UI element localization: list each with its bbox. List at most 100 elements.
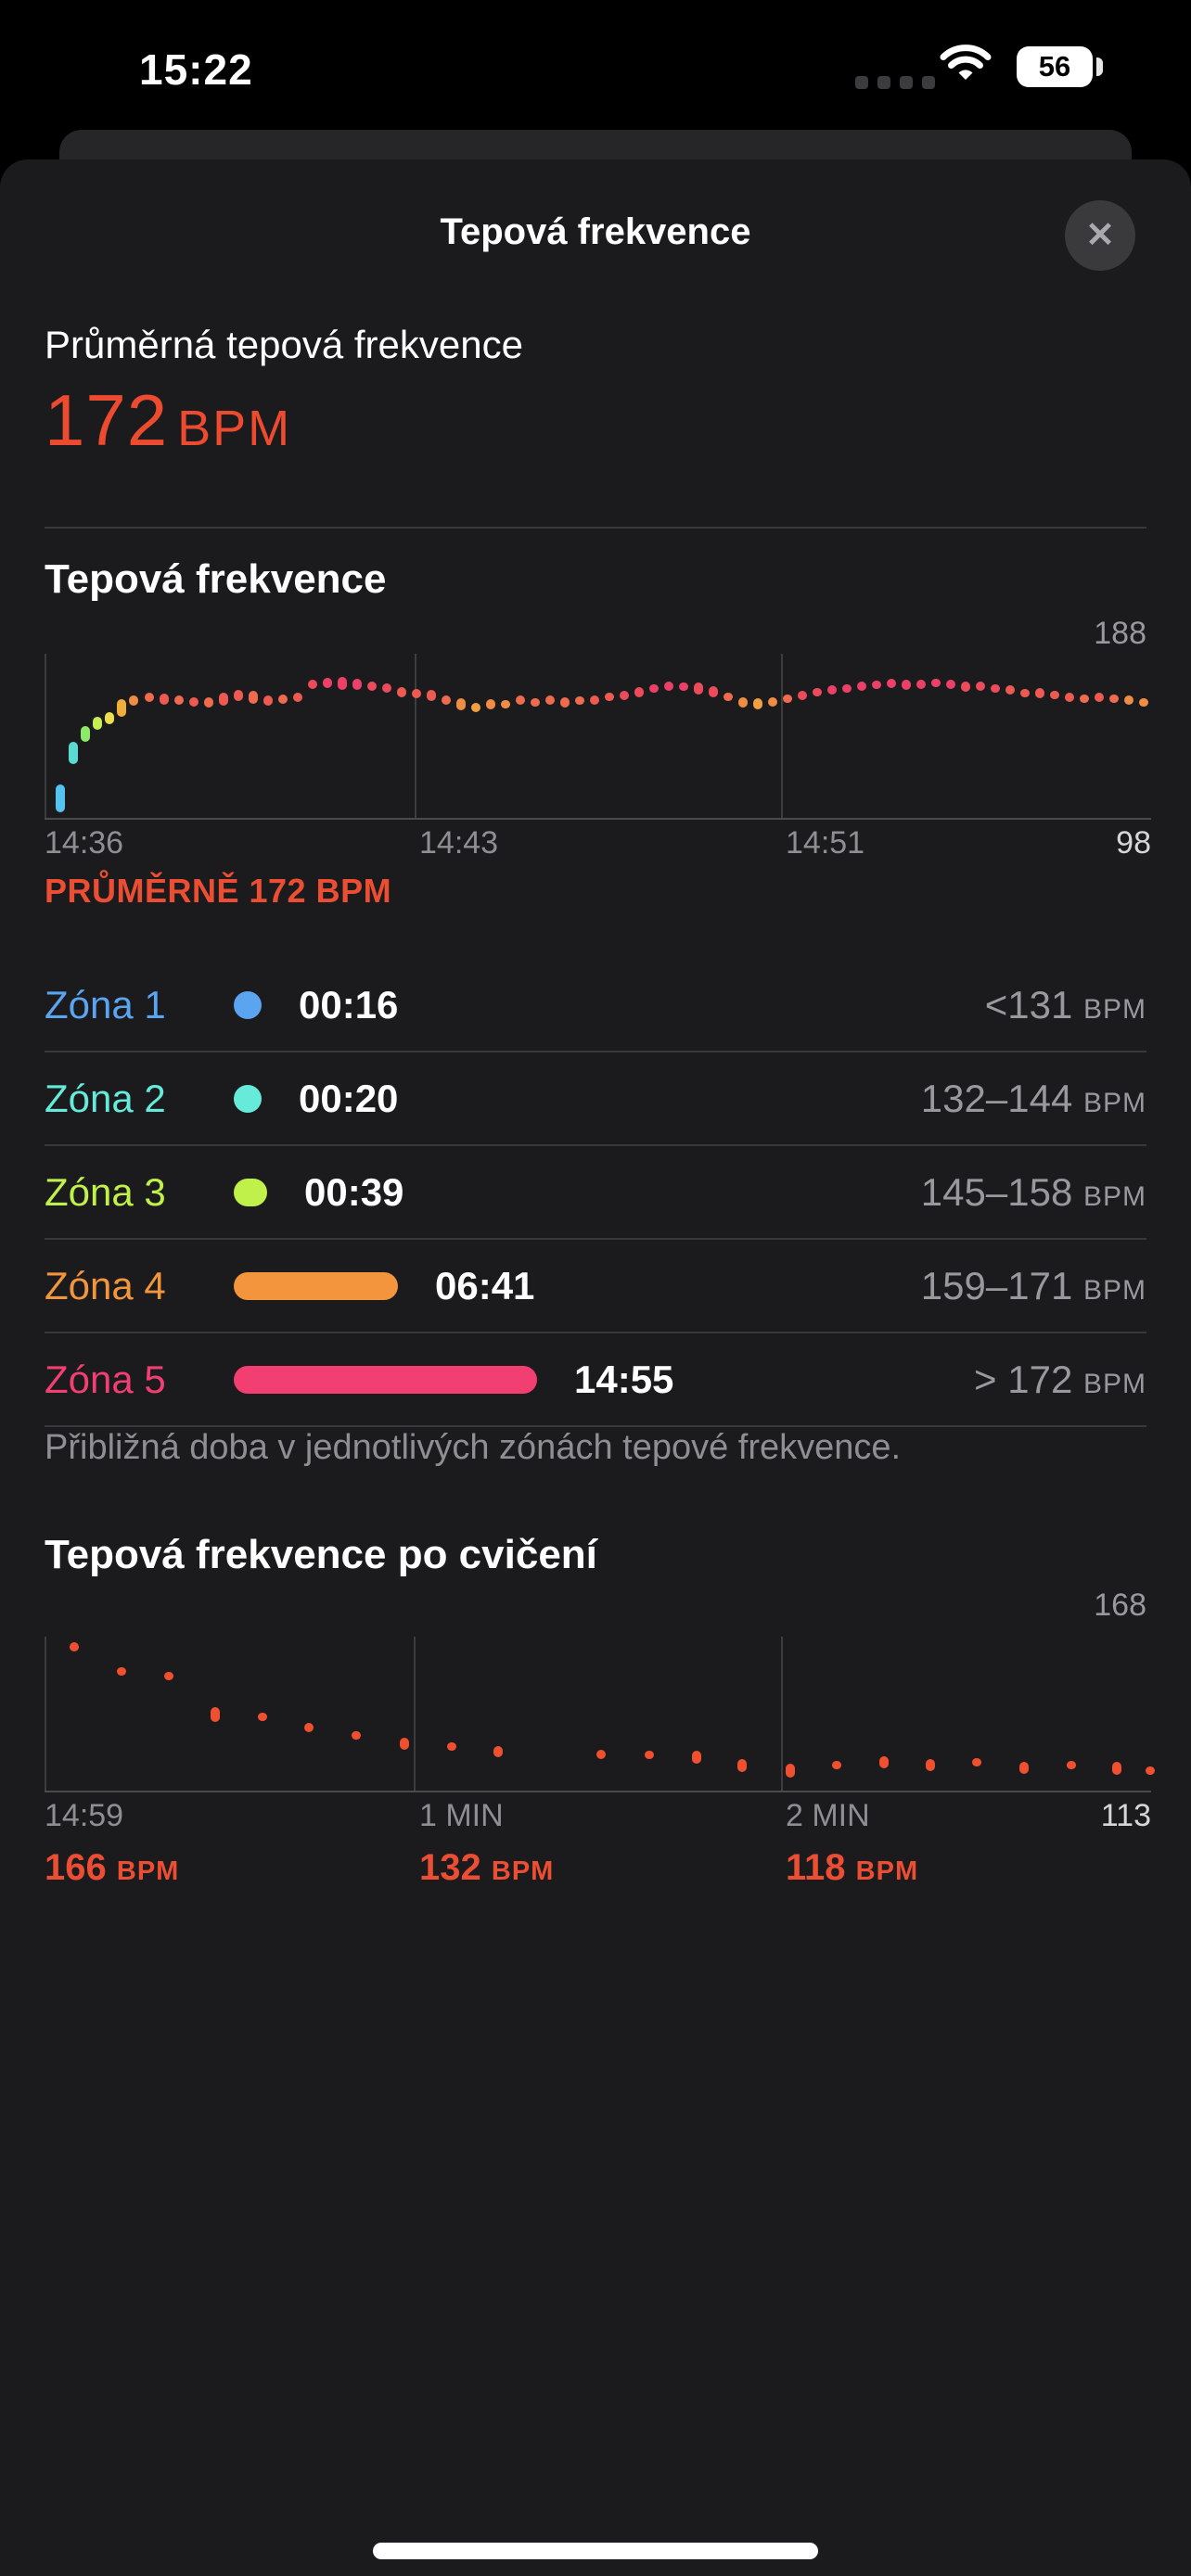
hr-data-point [946,680,955,690]
hr-data-point [258,1712,267,1721]
hr-gridline-3 [781,654,783,818]
cellular-dots-icon [855,76,935,89]
zone-row: Zóna 5 14:55 > 172 BPM [45,1333,1146,1427]
hr-data-point [249,690,258,704]
hr-data-point [70,1641,79,1651]
zone-name: Zóna 3 [45,1169,166,1214]
hr-data-point [145,692,154,702]
hr-x-tick-2: 14:43 [419,825,499,861]
hr-data-point [645,1750,654,1759]
battery-icon: 56 [1017,46,1093,87]
hr-data-point [174,695,184,706]
zone-duration-bar [234,990,262,1019]
hr-data-point [1080,695,1089,704]
zone-duration: 06:41 [435,1263,535,1307]
hr-data-point [991,683,1000,693]
section-divider [45,527,1146,529]
hr-data-point [1109,695,1119,704]
zone-duration-bar [234,1084,262,1113]
zone-row: Zóna 1 00:16 <131 BPM [45,959,1146,1052]
heart-rate-sheet: Tepová frekvence ✕ Průměrná tepová frekv… [0,159,1191,2576]
hr-data-point [1067,1761,1076,1770]
hr-data-point [234,689,243,701]
hr-data-point [976,682,985,692]
hr-data-point [447,1741,456,1751]
hr-data-point [737,1758,747,1772]
hr-data-point [786,1764,795,1779]
close-button[interactable]: ✕ [1065,200,1135,271]
recovery-gridline-3 [781,1637,783,1791]
zone-row: Zóna 2 00:20 132–144 BPM [45,1052,1146,1146]
recovery-value-3: 118 BPM [786,1847,919,1888]
recovery-gridline-2 [414,1637,416,1791]
hr-data-point [679,682,688,691]
hr-data-point [753,698,762,710]
hr-data-point [1139,697,1148,707]
hr-data-point [278,694,288,704]
hr-data-point [1065,692,1074,702]
hr-data-point [590,695,599,706]
hr-data-point [293,692,302,702]
hr-data-point [263,695,273,706]
hr-data-point [857,682,866,692]
hr-data-point [117,698,126,717]
hr-data-point [400,1738,409,1751]
hr-data-point [382,683,391,694]
hr-data-point [783,695,792,704]
hr-data-point [516,695,525,706]
average-hr-value: 172 BPM [45,378,291,463]
hr-data-point [768,697,777,708]
hr-data-point [664,682,673,692]
zone-name: Zóna 1 [45,982,166,1027]
hr-data-point [1124,695,1133,706]
wifi-icon [939,45,992,90]
recovery-value-1: 166 BPM [45,1847,180,1888]
hr-data-point [164,1672,173,1681]
hr-data-point [501,699,510,708]
hr-data-point [304,1723,314,1733]
hr-data-point [916,680,926,690]
hr-data-point [1035,688,1044,699]
hr-data-point [649,683,659,693]
hr-data-point [486,698,495,709]
average-hr-label: Průměrná tepová frekvence [45,323,523,366]
hr-data-point [709,686,718,697]
hr-data-point [1050,691,1059,700]
zone-duration: 14:55 [574,1357,674,1401]
hr-data-point [827,685,837,695]
home-indicator[interactable] [373,2543,818,2559]
hr-data-point [352,679,362,691]
hr-data-point [105,711,114,724]
hr-data-point [204,696,213,708]
hr-data-point [596,1750,606,1760]
recovery-chart-min-label: 113 [1100,1798,1151,1833]
hr-average-caption: PRŮMĚRNĚ 172 BPM [45,872,392,910]
hr-data-point [1005,685,1015,695]
zone-duration-bar [234,1271,398,1300]
zone-name: Zóna 2 [45,1076,166,1120]
recovery-gridline-1 [45,1637,46,1791]
battery-nub-icon [1096,57,1103,76]
hr-data-point [308,680,317,690]
hr-data-point [879,1756,889,1769]
hr-data-point [634,686,644,697]
hr-data-point [620,690,629,700]
recovery-value-2: 132 BPM [419,1847,555,1888]
recovery-chart-max-label: 168 [1094,1588,1146,1623]
zone-row: Zóna 4 06:41 159–171 BPM [45,1240,1146,1333]
hr-data-point [972,1758,981,1767]
hr-chart-plot[interactable] [0,654,1191,820]
zone-bpm-range: 159–171 BPM [920,1263,1146,1307]
hr-data-point [69,742,78,765]
hr-data-point [1095,692,1104,702]
hr-data-point [338,676,347,690]
hr-x-tick-1: 14:36 [45,825,124,861]
recovery-x-axis-labels: 14:59 1 MIN 2 MIN 113 [0,1798,1191,1839]
recovery-chart-plot[interactable] [0,1637,1191,1792]
hr-chart-min-label: 98 [1116,825,1151,861]
hr-data-point [397,686,406,697]
recovery-chart-title: Tepová frekvence po cvičení [45,1532,597,1577]
hr-data-point [813,687,822,696]
average-hr-unit: BPM [177,401,292,456]
hr-data-point [724,693,733,702]
